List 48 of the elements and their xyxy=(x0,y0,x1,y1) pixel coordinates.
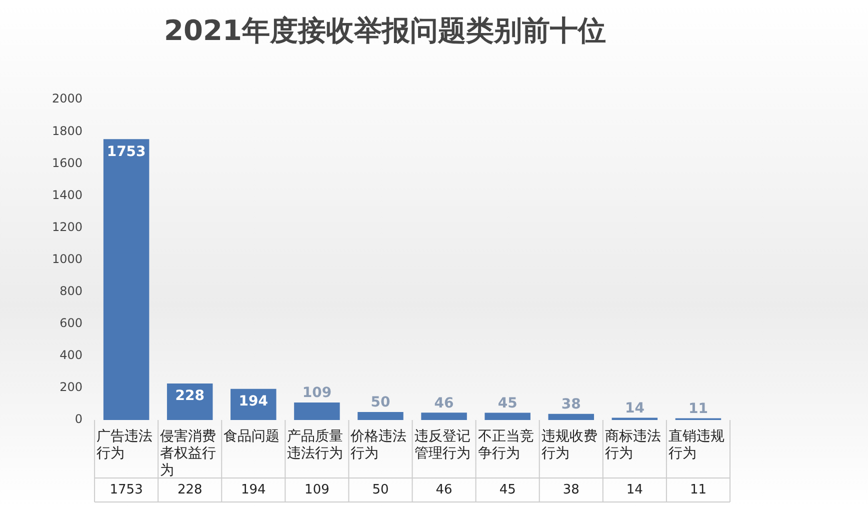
bar xyxy=(548,414,594,420)
text: 14 xyxy=(626,482,643,498)
y-tick-label: 2000 xyxy=(52,92,83,106)
x-tick-label: 价格违法行为 xyxy=(350,428,407,462)
text: 50 xyxy=(372,482,389,498)
data-label: 38 xyxy=(561,396,581,413)
x-tick-label: 侵害消费者权益行为 xyxy=(160,428,216,479)
data-label: 45 xyxy=(498,395,518,412)
text: 1753 xyxy=(110,482,143,498)
y-tick-label: 1400 xyxy=(52,188,83,202)
text: 109 xyxy=(304,482,330,498)
data-label: 46 xyxy=(434,395,454,412)
data-label: 109 xyxy=(302,385,332,402)
chart-title: 2021年度接收举报问题类别前十位 xyxy=(164,14,606,48)
data-label: 50 xyxy=(370,394,390,411)
y-tick-label: 800 xyxy=(60,284,83,298)
x-tick-label: 违规收费行为 xyxy=(541,428,598,462)
data-label: 228 xyxy=(175,388,204,404)
bar xyxy=(103,139,150,420)
x-tick-label: 直销违规行为 xyxy=(668,428,724,462)
y-tick-label: 0 xyxy=(74,412,83,426)
y-tick-label: 400 xyxy=(60,348,83,362)
data-label: 11 xyxy=(688,400,708,417)
x-tick-label: 违反登记管理行为 xyxy=(414,428,470,462)
data-label: 194 xyxy=(238,394,268,410)
x-tick-label: 不正当竞争行为 xyxy=(478,428,534,462)
x-tick-label: 食品问题 xyxy=(224,428,280,445)
y-tick-label: 1800 xyxy=(52,124,83,138)
text: 11 xyxy=(690,482,706,498)
bar xyxy=(294,402,340,420)
x-tick-label: 广告违法行为 xyxy=(96,428,153,462)
data-label: 14 xyxy=(624,400,645,416)
y-tick-label: 200 xyxy=(60,380,83,394)
text: 194 xyxy=(240,482,266,498)
text: 38 xyxy=(562,482,580,498)
y-tick-label: 1600 xyxy=(52,156,83,170)
bar xyxy=(484,412,530,420)
text: 45 xyxy=(499,482,516,498)
bar xyxy=(358,412,404,420)
y-tick-label: 600 xyxy=(60,316,83,330)
x-tick-label: 产品质量违法行为 xyxy=(287,428,344,462)
data-label: 1753 xyxy=(106,144,146,160)
y-tick-label: 1000 xyxy=(52,252,83,266)
bar xyxy=(421,412,467,420)
y-tick-label: 1200 xyxy=(52,220,83,234)
text: 228 xyxy=(177,482,202,498)
x-tick-label: 商标违法行为 xyxy=(604,428,661,462)
text: 46 xyxy=(436,482,452,498)
